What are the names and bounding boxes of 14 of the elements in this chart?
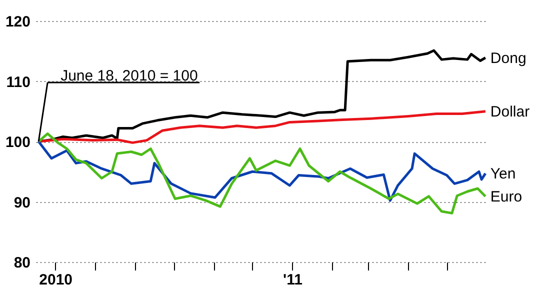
series-label: Dollar [490, 103, 530, 120]
y-tick-label: 120 [5, 14, 30, 30]
x-tick-label: 2010 [39, 272, 73, 288]
x-tick-label: '11 [283, 272, 302, 288]
series-label: Yen [490, 165, 516, 182]
y-tick-label: 80 [14, 254, 30, 272]
series-label: Dong [490, 50, 526, 67]
line-series [37, 132, 487, 214]
y-tick-label: 110 [6, 74, 30, 91]
line-series [37, 140, 487, 202]
annotation: June 18, 2010 = 100 [60, 68, 198, 84]
y-tick-label: 100 [5, 134, 30, 151]
y-tick-label: 90 [14, 194, 30, 212]
series-label: Euro [490, 188, 522, 206]
